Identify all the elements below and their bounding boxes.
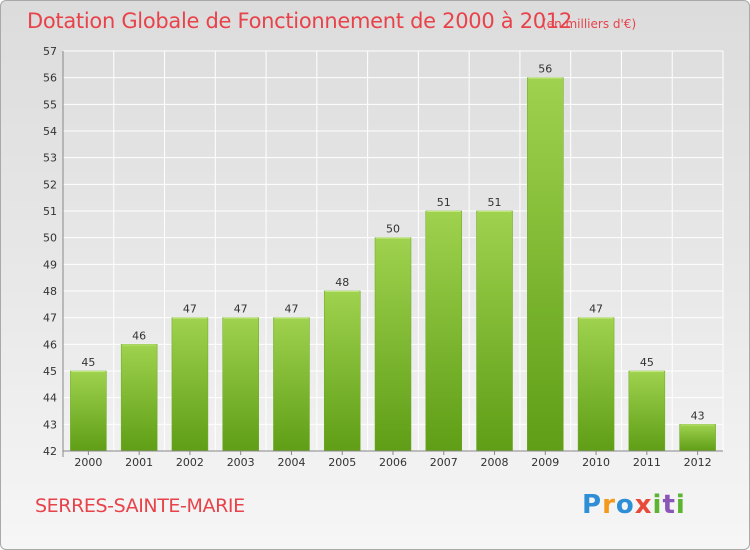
data-label-2005: 48: [335, 276, 349, 289]
data-label-2009: 56: [538, 63, 552, 76]
bar-2000: [70, 370, 107, 452]
bar-2005: [323, 290, 361, 452]
y-tick-label: 44: [43, 392, 57, 405]
bar-2011: [628, 370, 666, 452]
chart-title: Dotation Globale de Fonctionnement de 20…: [27, 9, 572, 33]
data-label-2000: 45: [81, 356, 95, 369]
bar-2008: [476, 210, 513, 452]
chart-unit-label: (en milliers d'€): [542, 17, 637, 31]
bars: [70, 77, 716, 452]
bar-2007: [425, 210, 463, 452]
y-tick-label: 50: [43, 232, 57, 245]
x-tick-label: 2009: [531, 456, 559, 469]
y-tick-label: 43: [43, 418, 57, 431]
x-tick-label: 2000: [74, 456, 102, 469]
proxiti-logo: Proxiti: [582, 490, 686, 520]
bar-2004: [273, 317, 310, 452]
bar-2001: [120, 344, 158, 452]
data-label-2007: 51: [437, 196, 451, 209]
x-tick-label: 2006: [379, 456, 407, 469]
bar-2012: [679, 424, 716, 452]
y-tick-label: 53: [43, 152, 57, 165]
data-label-2002: 47: [183, 303, 197, 316]
x-tick-label: 2003: [227, 456, 255, 469]
x-tick-label: 2012: [684, 456, 712, 469]
data-label-2010: 47: [589, 303, 603, 316]
y-tick-label: 42: [43, 445, 57, 458]
x-tick-label: 2004: [277, 456, 305, 469]
data-label-2003: 47: [234, 303, 248, 316]
commune-name: SERRES-SAINTE-MARIE: [35, 495, 245, 517]
data-label-2011: 45: [640, 356, 654, 369]
y-tick-label: 56: [43, 72, 57, 85]
y-tick-label: 54: [43, 125, 57, 138]
bar-2010: [577, 317, 615, 452]
y-tick-label: 51: [43, 205, 57, 218]
y-tick-label: 47: [43, 312, 57, 325]
data-labels: 45 46 47 47 47 48 50 51 51 56 47 45 43: [81, 63, 704, 423]
data-label-2012: 43: [691, 409, 705, 422]
y-tick-label: 45: [43, 365, 57, 378]
x-tick-label: 2005: [328, 456, 356, 469]
y-tick-label: 49: [43, 258, 57, 271]
bar-2006: [374, 237, 412, 452]
bar-2009: [527, 77, 564, 452]
bar-2002: [171, 317, 209, 452]
x-tick-label: 2008: [481, 456, 509, 469]
axes: 42 43 44 45 46 47 48 49 50 51 52 53 54 55 56 57 2000 2001…: [43, 45, 723, 469]
bar-2003: [222, 317, 259, 452]
y-tick-label: 48: [43, 285, 57, 298]
data-label-2006: 50: [386, 223, 400, 236]
y-tick-label: 57: [43, 45, 57, 58]
x-tick-label: 2007: [430, 456, 458, 469]
y-tick-label: 52: [43, 178, 57, 191]
data-label-2001: 46: [132, 329, 146, 342]
y-tick-label: 55: [43, 98, 57, 111]
x-tick-label: 2010: [582, 456, 610, 469]
y-tick-label: 46: [43, 338, 57, 351]
x-tick-label: 2001: [125, 456, 153, 469]
x-tick-label: 2011: [633, 456, 661, 469]
data-label-2004: 47: [284, 303, 298, 316]
data-label-2008: 51: [488, 196, 502, 209]
x-tick-label: 2002: [176, 456, 204, 469]
